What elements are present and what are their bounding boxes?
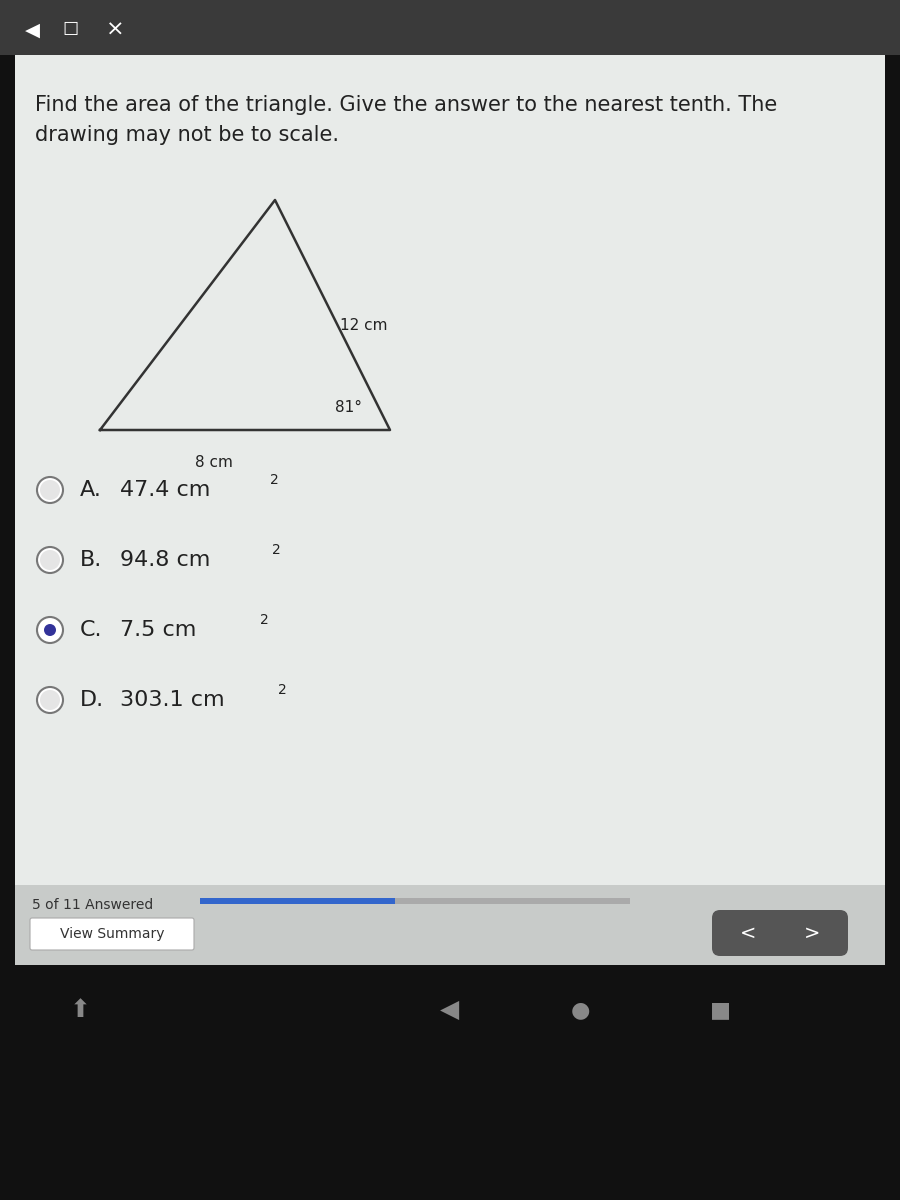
Bar: [15, 55, 885, 925]
Text: Find the area of the triangle. Give the answer to the nearest tenth. The: Find the area of the triangle. Give the …: [35, 95, 778, 115]
FancyBboxPatch shape: [30, 918, 194, 950]
Text: ◀: ◀: [25, 20, 40, 40]
Text: 12 cm: 12 cm: [340, 318, 388, 332]
Circle shape: [37, 617, 63, 643]
Text: >: >: [804, 924, 820, 942]
FancyBboxPatch shape: [712, 910, 848, 956]
Text: ■: ■: [709, 1000, 731, 1020]
Text: drawing may not be to scale.: drawing may not be to scale.: [35, 125, 339, 145]
Bar: [15, 886, 885, 965]
Circle shape: [40, 480, 60, 500]
Bar: [200, 898, 395, 904]
Text: A.: A.: [80, 480, 102, 500]
Text: 47.4 cm: 47.4 cm: [120, 480, 211, 500]
Text: B.: B.: [80, 550, 103, 570]
Text: 94.8 cm: 94.8 cm: [120, 550, 211, 570]
Text: 2: 2: [278, 683, 287, 697]
Circle shape: [37, 547, 63, 572]
Text: ☐: ☐: [62, 20, 78, 38]
Text: ●: ●: [571, 1000, 590, 1020]
Text: 8 cm: 8 cm: [195, 455, 233, 470]
Bar: [0, 970, 900, 1100]
Text: View Summary: View Summary: [59, 926, 164, 941]
Circle shape: [37, 686, 63, 713]
Text: 7.5 cm: 7.5 cm: [120, 620, 196, 640]
Text: 2: 2: [270, 473, 279, 487]
Text: 5 of 11 Answered: 5 of 11 Answered: [32, 898, 153, 912]
Text: ◀: ◀: [440, 998, 460, 1022]
Text: C.: C.: [80, 620, 103, 640]
Circle shape: [40, 690, 60, 710]
Text: D.: D.: [80, 690, 104, 710]
Circle shape: [37, 476, 63, 503]
Text: 303.1 cm: 303.1 cm: [120, 690, 225, 710]
Bar: [0, 0, 900, 55]
Circle shape: [40, 550, 60, 570]
Text: 81°: 81°: [335, 400, 362, 415]
Text: ×: ×: [105, 20, 124, 40]
Text: 2: 2: [260, 613, 269, 626]
Text: 2: 2: [272, 542, 281, 557]
Text: <: <: [740, 924, 756, 942]
Circle shape: [44, 624, 56, 636]
Bar: [200, 898, 630, 904]
Text: ⬆: ⬆: [69, 998, 91, 1022]
